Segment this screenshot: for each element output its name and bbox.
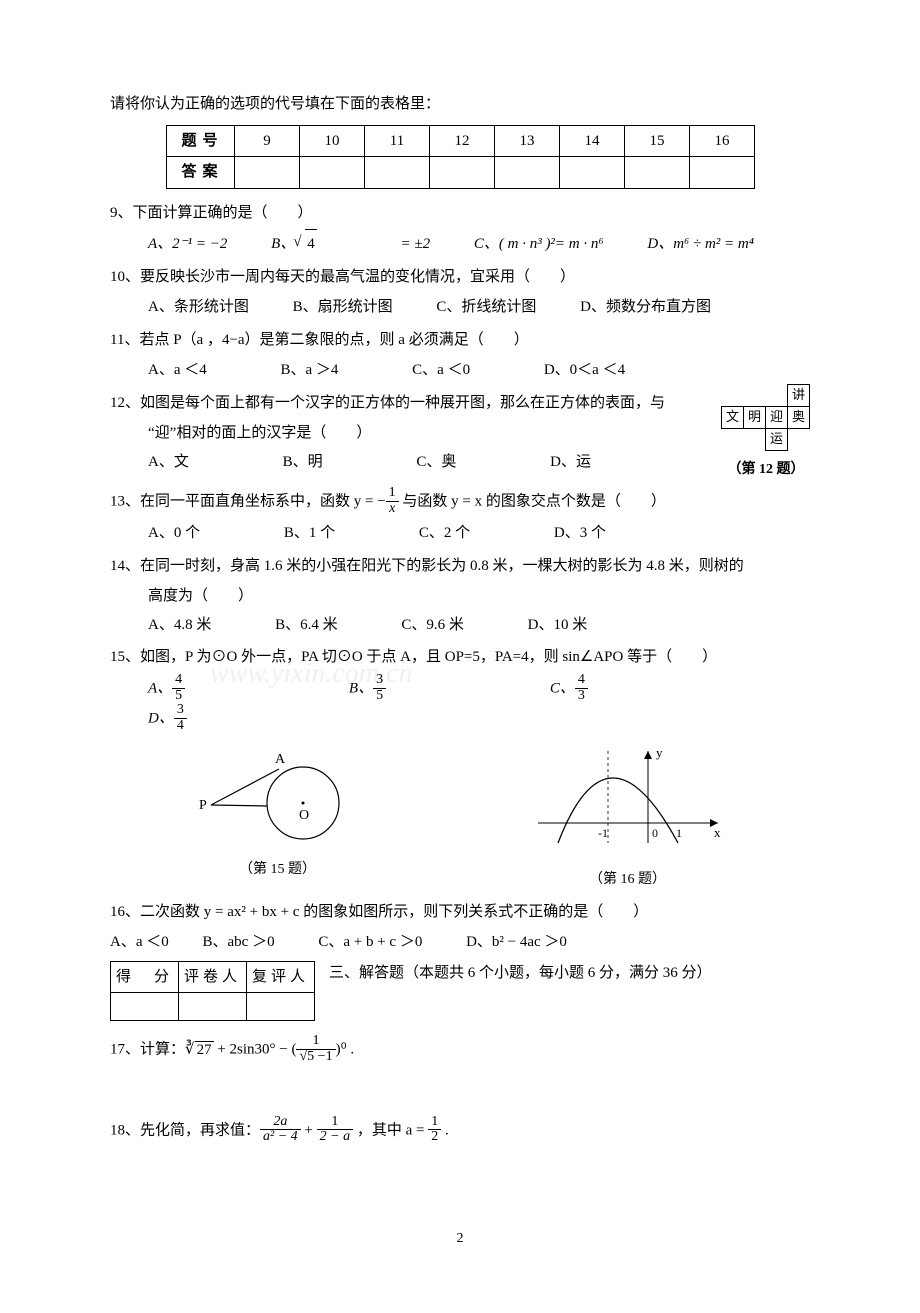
score-col3: 复评人 [247, 961, 315, 993]
q16-options: A、a ＜0 B、abc ＞0 C、a + b + c ＞0 D、b² − 4a… [110, 928, 810, 957]
q15-A: A、45 [148, 674, 265, 704]
net-yun: 运 [765, 428, 788, 451]
q14-stem2: 高度为（ ） [110, 582, 810, 611]
tick-0: 0 [652, 826, 658, 840]
ans-14 [560, 157, 625, 189]
ans-10 [300, 157, 365, 189]
col-12: 12 [430, 125, 495, 157]
q13-D: D、3 个 [554, 519, 606, 548]
q10-C: C、折线统计图 [436, 293, 536, 322]
axis-x: x [714, 825, 721, 840]
q10-D: D、频数分布直方图 [580, 293, 711, 322]
q9-stem: 9、下面计算正确的是（ ） [110, 199, 810, 228]
q9-D: D、m⁶ ÷ m² = m⁴ [647, 230, 754, 259]
col-11: 11 [365, 125, 430, 157]
label-A: A [275, 752, 286, 767]
intro-text: 请将你认为正确的选项的代号填在下面的表格里： [110, 90, 810, 119]
q10-options: A、条形统计图 B、扇形统计图 C、折线统计图 D、频数分布直方图 [110, 293, 810, 322]
q12-stem: 12、如图是每个面上都有一个汉字的正方体的一种展开图，那么在正方体的表面，与 [110, 389, 714, 418]
score-col2: 评卷人 [179, 961, 247, 993]
axis-y: y [656, 745, 663, 760]
q9-A: A、2⁻¹ = −2 [148, 230, 227, 259]
q11-D: D、0＜a ＜4 [544, 356, 625, 385]
net-ao: 奥 [787, 406, 810, 429]
q16-caption: （第 16 题） [528, 867, 728, 894]
row-label-1: 题号 [167, 125, 235, 157]
q13-A: A、0 个 [148, 519, 200, 548]
q12-caption: （第 12 题） [722, 457, 810, 484]
q13-B: B、1 个 [284, 519, 335, 548]
q16-D: D、b² − 4ac ＞0 [466, 934, 567, 950]
q11-B: B、a ＞4 [281, 356, 339, 385]
col-16: 16 [690, 125, 755, 157]
score-table: 得 分 评卷人 复评人 [110, 961, 315, 1022]
answer-table: 题号 9 10 11 12 13 14 15 16 答案 [166, 125, 755, 189]
q10-stem: 10、要反映长沙市一周内每天的最高气温的变化情况，宜采用（ ） [110, 263, 810, 292]
net-wen: 文 [721, 406, 744, 429]
q16-C: C、a + b + c ＞0 [318, 934, 422, 950]
q14-options: A、4.8 米 B、6.4 米 C、9.6 米 D、10 米 [110, 611, 810, 640]
q14-A: A、4.8 米 [148, 611, 211, 640]
q9-B: B、4 = ±2 [271, 229, 430, 259]
ans-16 [690, 157, 755, 189]
label-P: P [199, 798, 207, 813]
ans-15 [625, 157, 690, 189]
score-col1: 得 分 [111, 961, 179, 993]
q14-B: B、6.4 米 [275, 611, 338, 640]
q15-caption: （第 15 题） [193, 857, 363, 884]
q15-options: A、45 B、35 C、43 D、34 [110, 674, 810, 735]
q13-stem: 13、在同一平面直角坐标系中，函数 y = −1x 与函数 y = x 的图象交… [110, 487, 810, 517]
q12-stem2: “迎”相对的面上的汉字是（ ） [110, 419, 714, 448]
q15-C: C、43 [550, 674, 668, 704]
net-ming: 明 [743, 406, 766, 429]
q16-A: A、a ＜0 [110, 934, 169, 950]
col-13: 13 [495, 125, 560, 157]
ans-11 [365, 157, 430, 189]
q15-stem: 15、如图，P 为⊙O 外一点，PA 切⊙O 于点 A，且 OP=5，PA=4，… [110, 643, 810, 672]
q11-A: A、a ＜4 [148, 356, 207, 385]
tick-1: 1 [676, 826, 682, 840]
q9-options: A、2⁻¹ = −2 B、4 = ±2 C、( m · n³ )²= m · n… [110, 229, 810, 259]
col-9: 9 [235, 125, 300, 157]
label-O: O [299, 808, 309, 823]
q9-C: C、( m · n³ )²= m · n⁶ [474, 230, 604, 259]
row-label-2: 答案 [167, 157, 235, 189]
q17: 17、计算：∛27 + 2sin30° − (1√5 −1)⁰ . [110, 1035, 810, 1065]
q15-figure: A P O （第 15 题） [193, 743, 363, 894]
q12-A: A、文 [148, 448, 189, 477]
q10-B: B、扇形统计图 [293, 293, 393, 322]
col-15: 15 [625, 125, 690, 157]
q13-options: A、0 个 B、1 个 C、2 个 D、3 个 [110, 519, 810, 548]
q11-options: A、a ＜4 B、a ＞4 C、a ＜0 D、0＜a ＜4 [110, 356, 810, 385]
q14-stem: 14、在同一时刻，身高 1.6 米的小强在阳光下的影长为 0.8 米，一棵大树的… [110, 552, 810, 581]
ans-13 [495, 157, 560, 189]
q12-options: A、文 B、明 C、奥 D、运 [110, 448, 714, 477]
q14-C: C、9.6 米 [401, 611, 464, 640]
q12-B: B、明 [283, 448, 323, 477]
q13-C: C、2 个 [419, 519, 470, 548]
q11-stem: 11、若点 P（a ，4−a）是第二象限的点，则 a 必须满足（ ） [110, 326, 810, 355]
q12-C: C、奥 [416, 448, 456, 477]
q18: 18、先化简，再求值：2aa² − 4 + 12 − a ，其中 a = 12 … [110, 1116, 810, 1146]
q14-D: D、10 米 [528, 611, 588, 640]
net-ying: 迎 [765, 406, 788, 429]
q12-D: D、运 [550, 448, 591, 477]
q16-figure: x y -1 0 1 （第 16 题） [528, 743, 728, 894]
q15-D: D、34 [148, 704, 267, 734]
q12-figure: 讲 文明迎奥 运 （第 12 题） [722, 385, 810, 484]
q16-stem: 16、二次函数 y = ax² + bx + c 的图象如图所示，则下列关系式不… [110, 898, 810, 927]
q10-A: A、条形统计图 [148, 293, 249, 322]
q16-B: B、abc ＞0 [203, 934, 275, 950]
q11-C: C、a ＜0 [412, 356, 470, 385]
net-jiang: 讲 [787, 384, 810, 407]
tick-m1: -1 [598, 826, 608, 840]
col-10: 10 [300, 125, 365, 157]
page-number: 2 [110, 1226, 810, 1253]
q15-B: B、35 [349, 674, 466, 704]
ans-9 [235, 157, 300, 189]
ans-12 [430, 157, 495, 189]
col-14: 14 [560, 125, 625, 157]
